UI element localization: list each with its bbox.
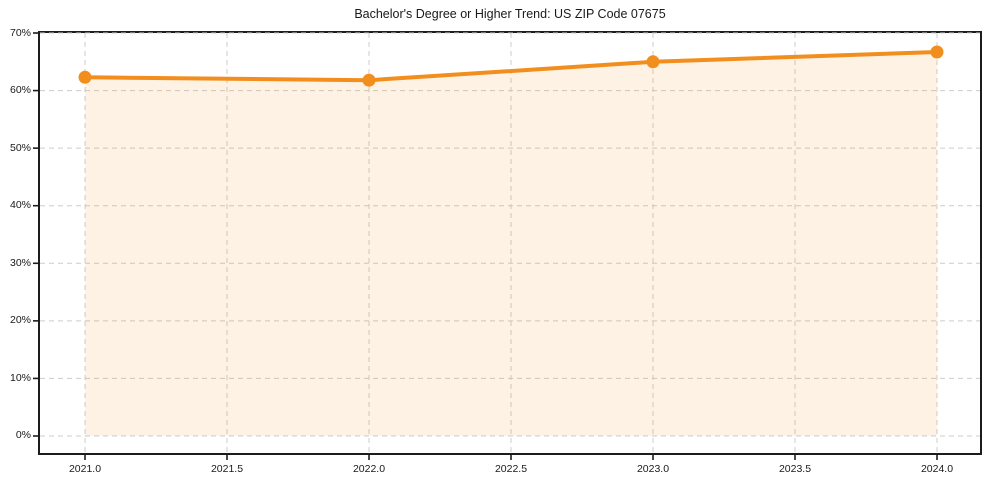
y-tick-label: 50% [9, 141, 31, 154]
y-tick-label: 60% [9, 84, 31, 97]
area-fill [85, 52, 937, 436]
x-tick-label: 2023.0 [636, 463, 670, 475]
data-point-marker [646, 55, 660, 69]
y-tick-label: 10% [9, 371, 31, 384]
chart-canvas [33, 32, 980, 460]
y-tick-label: 0% [15, 429, 31, 442]
x-tick-label: 2021.0 [68, 463, 102, 475]
y-tick-label: 20% [9, 314, 31, 327]
x-tick-label: 2022.5 [494, 463, 528, 475]
trend-line [83, 50, 939, 83]
x-tick-label: 2024.0 [920, 463, 954, 475]
plot-area [33, 31, 982, 460]
x-tick-label: 2023.5 [778, 463, 812, 475]
gridlines [40, 32, 980, 453]
y-tick-label: 40% [9, 199, 31, 212]
tick-marks [33, 32, 938, 460]
y-tick-label: 30% [9, 256, 31, 269]
x-tick-label: 2021.5 [210, 463, 244, 475]
chart-title: Bachelor's Degree or Higher Trend: US ZI… [354, 7, 666, 21]
data-point-marker [362, 73, 376, 87]
x-tick-label: 2022.0 [352, 463, 386, 475]
data-point-marker [78, 70, 92, 84]
y-tick-label: 70% [9, 26, 31, 39]
data-point-marker [930, 45, 944, 59]
